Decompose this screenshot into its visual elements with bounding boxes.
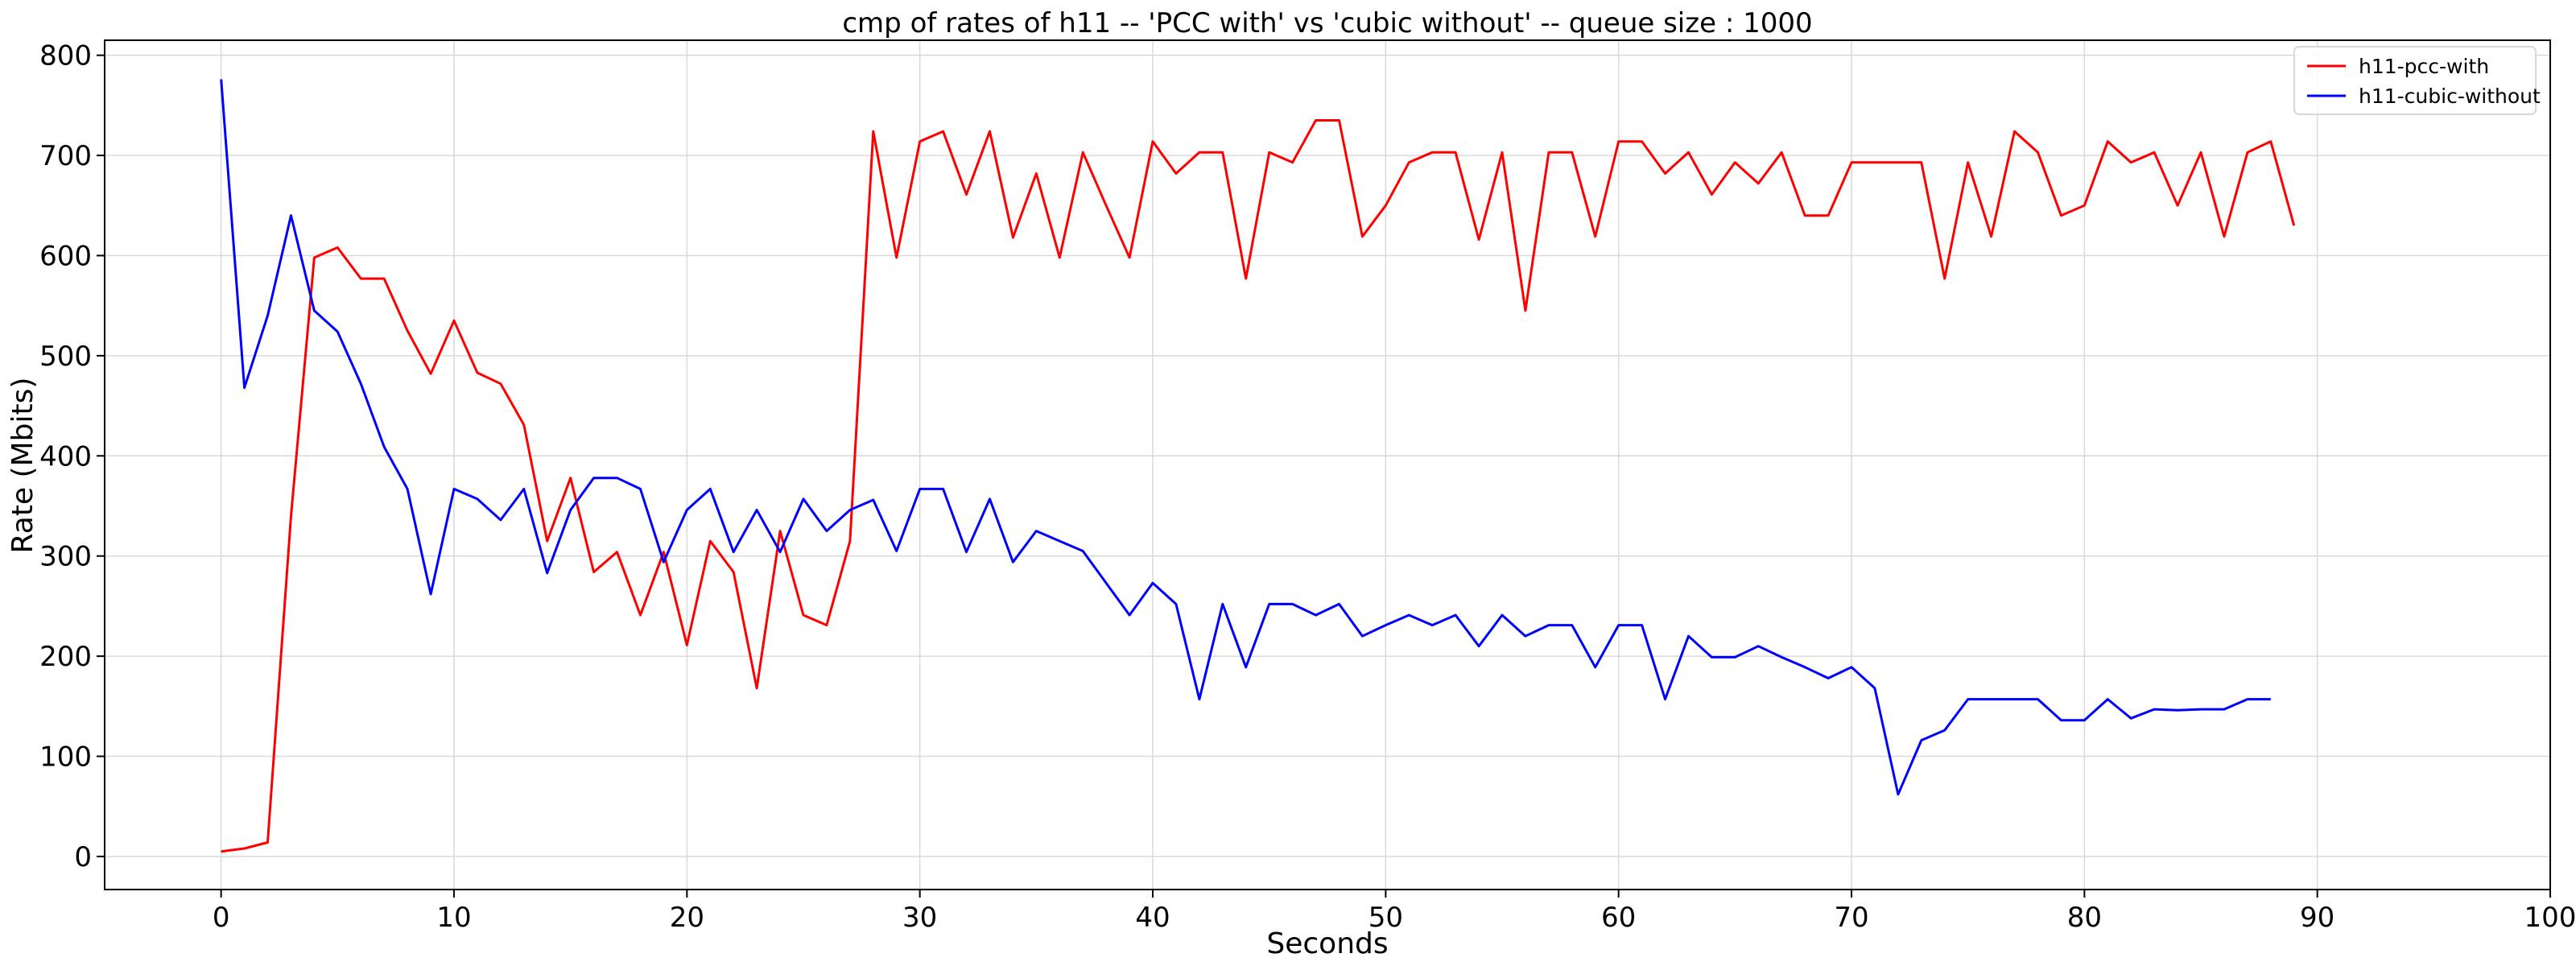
x-tick-label: 10 <box>436 902 471 934</box>
plot-area-frame <box>104 39 2551 890</box>
y-tick-label: 600 <box>39 240 92 272</box>
y-tick-label: 100 <box>39 741 92 774</box>
y-axis-label: Rate (Mbits) <box>6 378 39 554</box>
series-line-h11-cubic-without <box>220 79 2271 796</box>
grid <box>105 40 2551 890</box>
legend-box <box>2293 46 2537 115</box>
y-tick-label: 200 <box>39 641 92 673</box>
x-axis-ticks: 0 10 20 30 40 50 60 70 80 90 100 <box>213 890 2576 934</box>
y-tick-label: 500 <box>39 341 92 373</box>
y-tick-label: 800 <box>39 40 92 72</box>
x-tick-label: 100 <box>2524 902 2576 934</box>
series-layer <box>220 79 2296 853</box>
legend: h11-pcc-with h11-cubic-without <box>2293 46 2541 115</box>
y-axis-ticks: 0 100 200 300 400 500 600 700 800 <box>39 40 105 873</box>
x-tick-label: 20 <box>670 902 704 934</box>
legend-label: h11-pcc-with <box>2359 55 2489 78</box>
y-tick-label: 300 <box>39 541 92 573</box>
y-tick-label: 400 <box>39 440 92 473</box>
x-tick-label: 90 <box>2300 902 2334 934</box>
series-line-h11-pcc-with <box>221 119 2296 853</box>
x-tick-label: 70 <box>1834 902 1868 934</box>
y-tick-label: 0 <box>74 841 92 873</box>
chart-title: cmp of rates of h11 -- 'PCC with' vs 'cu… <box>842 7 1812 39</box>
y-tick-label: 700 <box>39 140 92 172</box>
x-tick-label: 50 <box>1368 902 1403 934</box>
x-tick-label: 80 <box>2067 902 2102 934</box>
x-tick-label: 60 <box>1601 902 1636 934</box>
x-tick-label: 30 <box>902 902 937 934</box>
x-axis-label: Seconds <box>1266 927 1388 960</box>
x-tick-label: 0 <box>213 902 230 934</box>
legend-label: h11-cubic-without <box>2359 85 2541 108</box>
x-tick-label: 40 <box>1135 902 1170 934</box>
